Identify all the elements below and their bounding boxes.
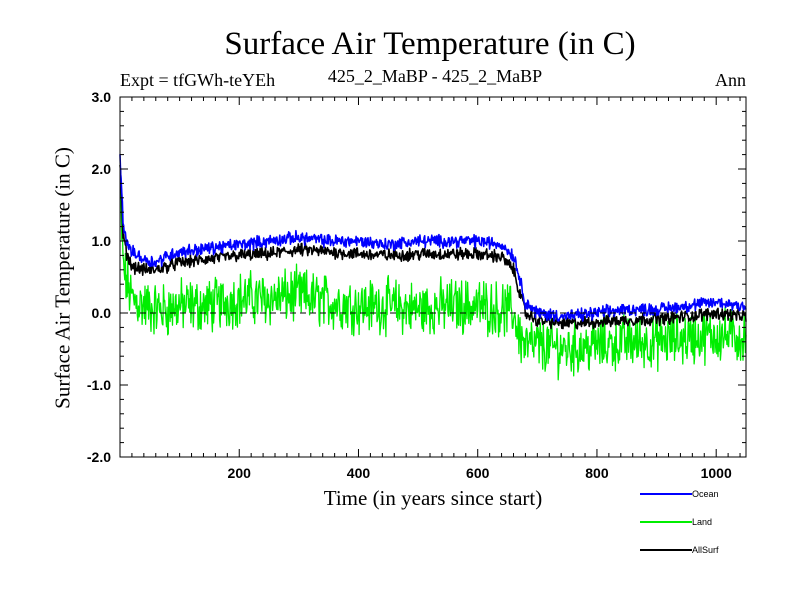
y-tick-label: 1.0	[92, 233, 112, 249]
y-tick-label: 3.0	[92, 89, 112, 105]
season-label: Ann	[715, 70, 746, 90]
tick-layer: 200 400 600 800 1000 3.0 2.0 1.0 0.0 -1.0 -2.0	[87, 89, 746, 481]
comparison-label: 425_2_MaBP - 425_2_MaBP	[327, 66, 543, 86]
chart-title: Surface Air Temperature (in C)	[224, 26, 636, 62]
legend: Ocean Land AllSurf	[640, 489, 719, 555]
y-tick-label: 0.0	[92, 305, 112, 321]
plot-frame	[119, 96, 747, 458]
x-tick-label: 600	[466, 465, 490, 481]
experiment-label: Expt = tfGWh-teYEh	[120, 70, 276, 90]
x-tick-label: 200	[228, 465, 252, 481]
series-line-ocean	[119, 154, 747, 322]
y-tick-label: -2.0	[87, 449, 111, 465]
y-tick-label: 2.0	[92, 161, 112, 177]
y-tick-label: -1.0	[87, 377, 111, 393]
x-axis-label: Time (in years since start)	[323, 486, 543, 510]
series-line-allsurf	[119, 164, 747, 330]
series-layer	[119, 154, 747, 381]
x-tick-label: 800	[585, 465, 609, 481]
x-tick-label: 400	[347, 465, 371, 481]
x-tick-label: 1000	[701, 465, 732, 481]
series-line-land	[119, 187, 747, 381]
legend-label-ocean: Ocean	[692, 489, 719, 499]
legend-label-land: Land	[692, 517, 712, 527]
legend-label-allsurf: AllSurf	[692, 545, 719, 555]
